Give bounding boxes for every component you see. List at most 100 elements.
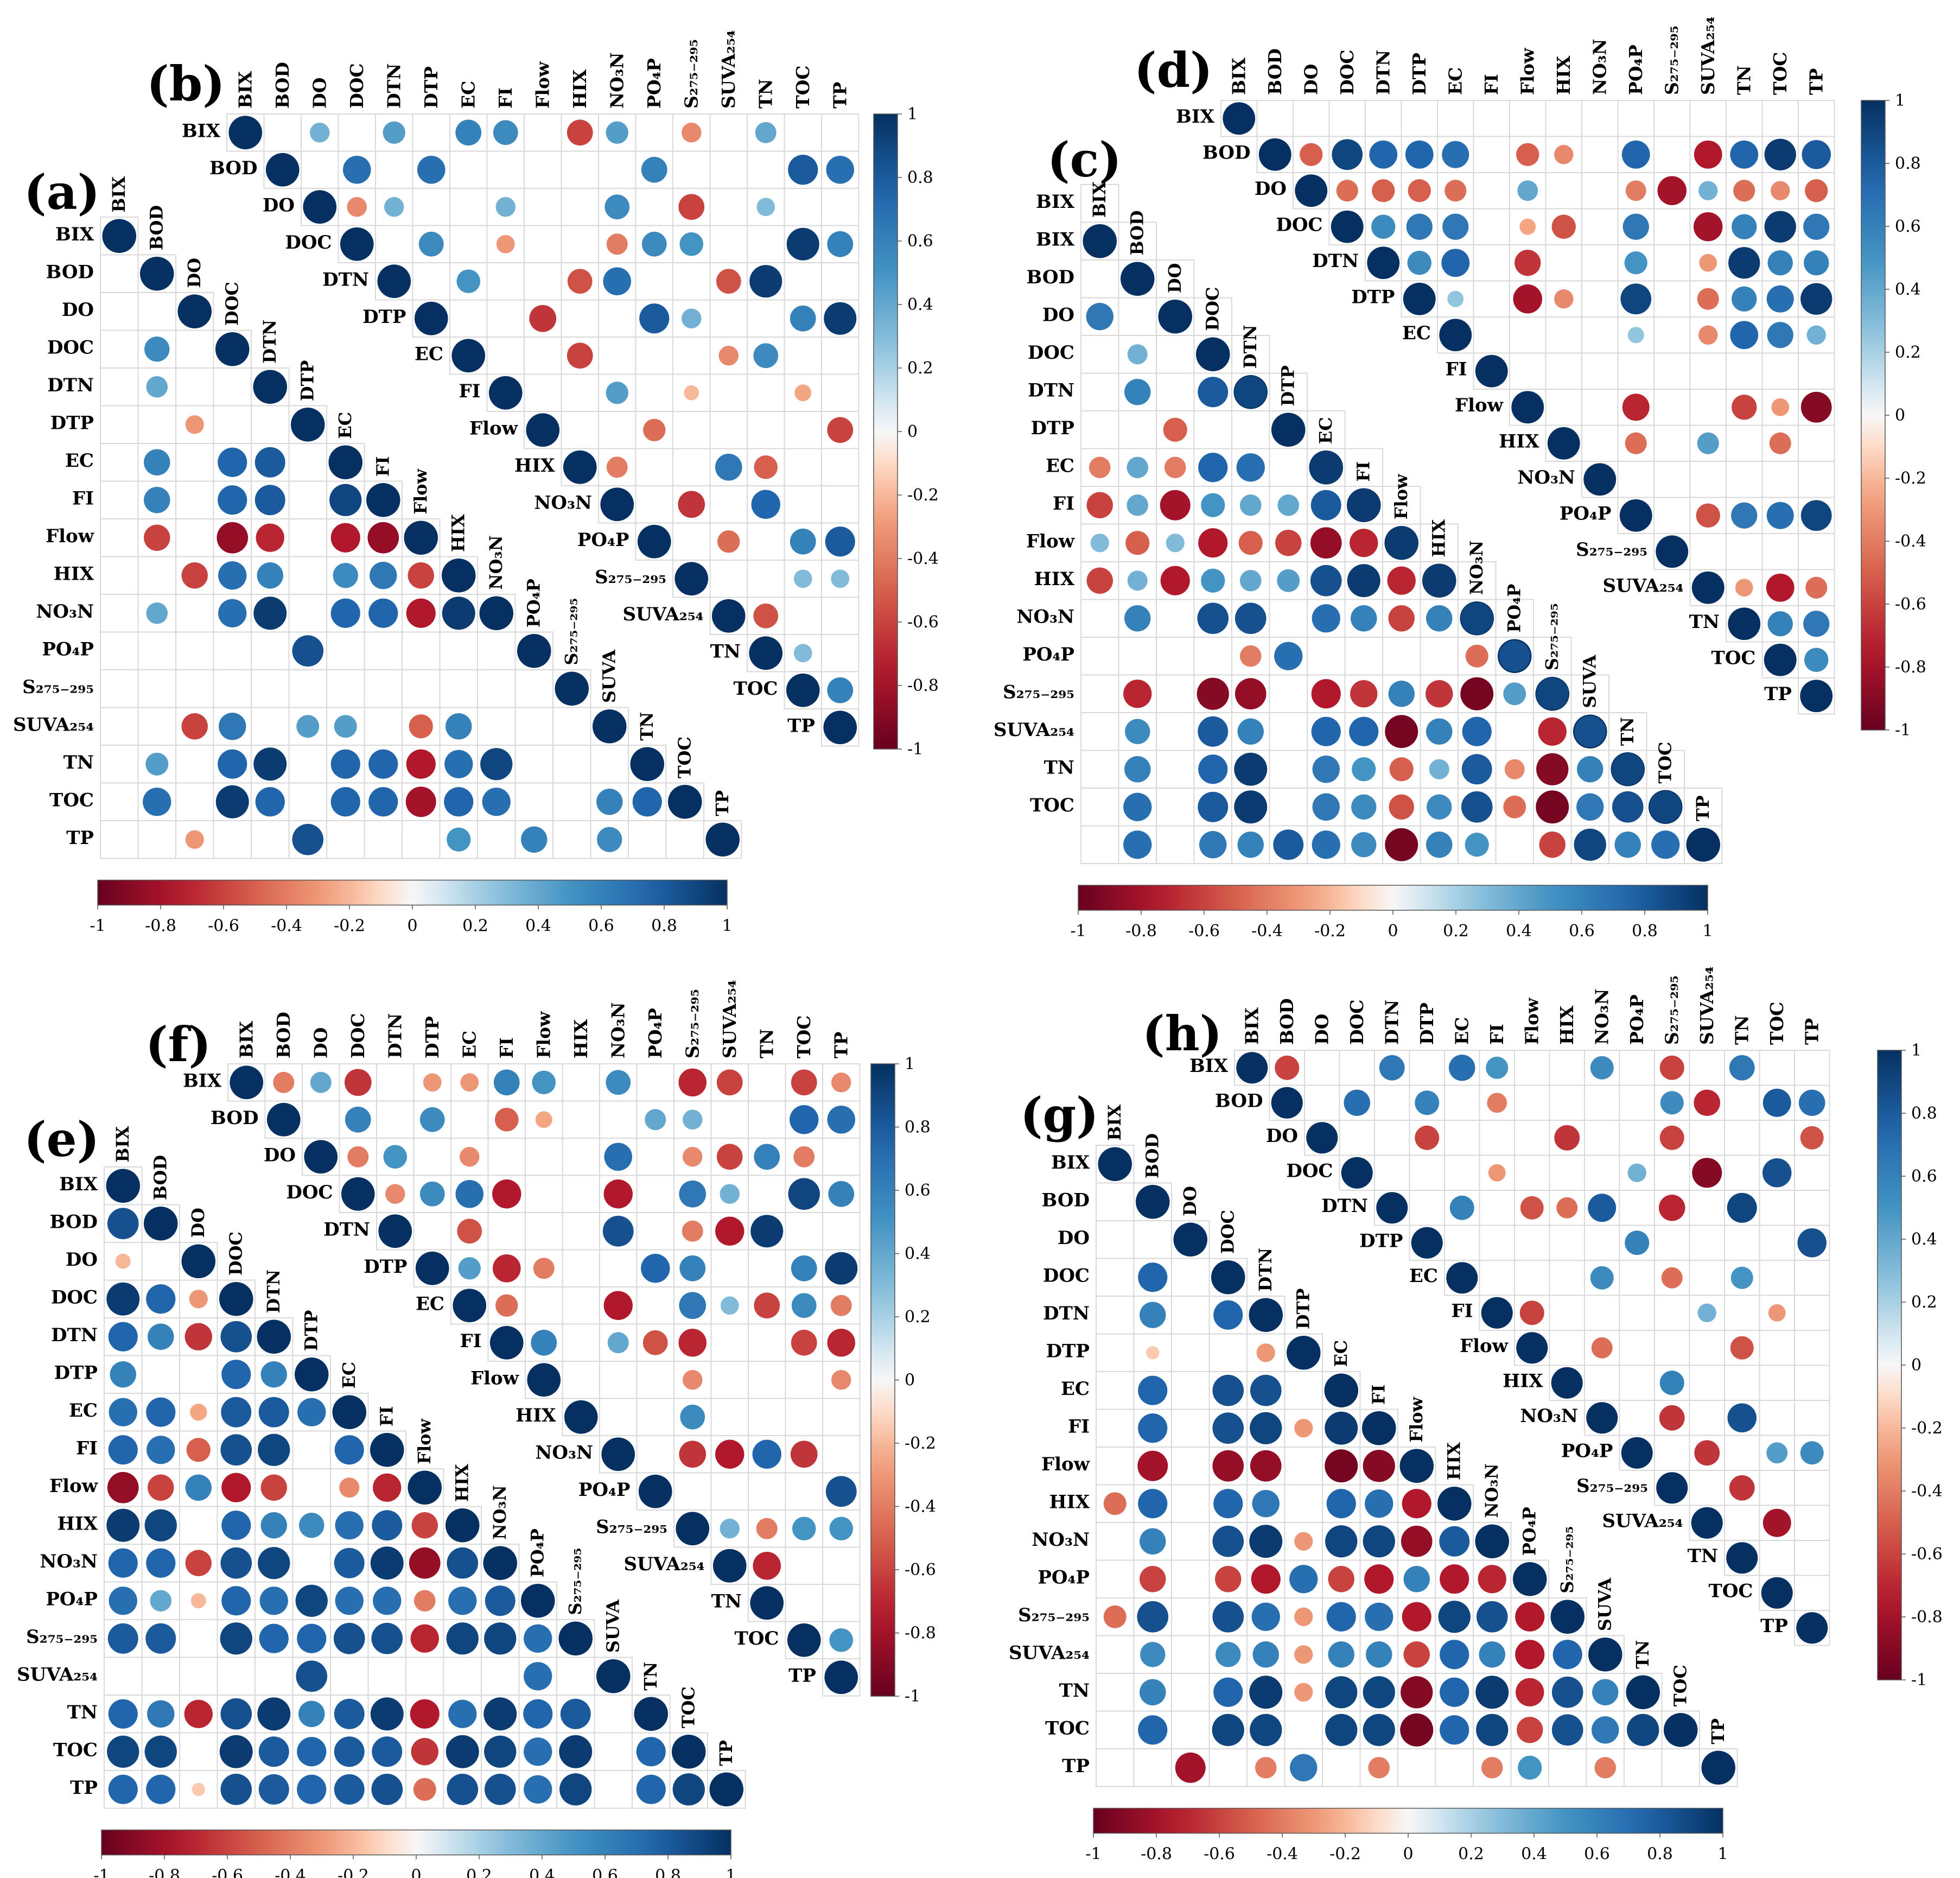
corr-mark: [330, 523, 360, 553]
corr-mark: [1513, 284, 1543, 314]
grid-cell: [1619, 1050, 1655, 1086]
grid-cell: [1581, 100, 1619, 137]
corr-mark: [145, 752, 169, 776]
diag-mark: [1135, 1184, 1170, 1219]
corr-mark: [220, 1321, 252, 1353]
corr-mark: [107, 1471, 139, 1503]
colorbar-tick-label: -0.6: [1188, 922, 1220, 941]
corr-mark: [1694, 140, 1722, 169]
row-label: TN: [1044, 757, 1074, 779]
corr-mark: [1659, 1371, 1684, 1395]
row-label: TOC: [1030, 795, 1074, 816]
corr-mark: [217, 522, 249, 554]
corr-mark: [1658, 1194, 1685, 1221]
grid-cell: [100, 254, 139, 293]
column-label: S₂₇₅₋₂₉₅: [1661, 26, 1682, 95]
grid-cell: [367, 1657, 406, 1696]
grid-cell: [251, 707, 290, 746]
corr-mark: [1124, 379, 1151, 405]
diag-label: TP: [1708, 1718, 1728, 1744]
corr-mark: [1234, 602, 1267, 635]
row-label: TN: [1689, 611, 1720, 633]
grid-cell: [1661, 1748, 1700, 1787]
diag-mark: [1481, 1297, 1513, 1329]
row-label: HIX: [1503, 1370, 1543, 1392]
grid-cell: [598, 150, 637, 189]
panel-label: (a): [24, 164, 100, 220]
diag-mark: [340, 227, 374, 261]
grid-cell: [1581, 244, 1619, 282]
column-label: TOC: [793, 1015, 814, 1058]
colorbar-tick-label: 0.6: [1911, 1167, 1937, 1186]
corr-mark: [715, 1216, 744, 1246]
row-label: S₂₇₅₋₂₉₅: [1003, 682, 1074, 703]
colorbar-tick-label: -0.4: [907, 549, 939, 568]
colorbar-tick-label: 0.8: [907, 168, 933, 187]
corr-mark: [1402, 1602, 1431, 1632]
corr-mark: [255, 787, 285, 817]
corr-mark: [1239, 569, 1262, 592]
corr-mark: [642, 1330, 668, 1355]
grid-cell: [1584, 1120, 1620, 1156]
corr-mark: [1312, 756, 1340, 783]
grid-cell: [561, 225, 599, 263]
diag-mark: [1701, 1750, 1736, 1785]
corr-mark: [1239, 645, 1262, 667]
diag-mark: [139, 256, 174, 291]
grid-cell: [1619, 1190, 1655, 1226]
corr-mark: [1325, 1676, 1358, 1709]
corr-mark: [632, 787, 662, 817]
diag-mark: [304, 1140, 338, 1174]
corr-mark: [1363, 1676, 1395, 1709]
row-label: TOC: [49, 790, 94, 811]
corr-mark: [483, 1697, 517, 1731]
row-label: TP: [788, 1665, 816, 1686]
colorbar-tick-label: 0.6: [1584, 1845, 1610, 1864]
corr-mark: [409, 714, 433, 739]
grid-cell: [598, 411, 637, 449]
column-label: PO₄P: [644, 58, 665, 109]
grid-cell: [703, 820, 742, 859]
row-label: SUVA₂₅₄: [623, 604, 704, 625]
colorbar-tick-label: 0.6: [905, 1181, 931, 1200]
diag-mark: [1286, 1335, 1321, 1370]
corr-mark: [636, 1737, 666, 1767]
corr-mark: [790, 528, 816, 555]
grid-cell: [709, 485, 748, 524]
grid-cell: [822, 1546, 861, 1585]
grid-cell: [524, 113, 562, 152]
colorbar-tick-label: 0.8: [1647, 1845, 1673, 1864]
corr-mark: [755, 122, 777, 143]
corr-mark: [1651, 830, 1680, 859]
grid-cell: [1096, 1673, 1135, 1712]
grid-cell: [288, 518, 327, 557]
grid-cell: [1514, 1120, 1550, 1156]
diag-mark: [266, 1102, 301, 1137]
row-label: DOC: [1028, 342, 1074, 364]
corr-mark: [418, 231, 444, 257]
corr-mark: [1804, 648, 1829, 672]
corr-mark: [334, 1698, 365, 1729]
corr-mark: [411, 1738, 438, 1766]
diag-label: NO₃N: [489, 1485, 510, 1539]
row-label: EC: [416, 1293, 444, 1315]
corr-mark: [258, 1547, 290, 1579]
corr-mark: [1766, 502, 1794, 529]
column-label: PO₄P: [645, 1008, 666, 1058]
grid-cell: [1653, 244, 1691, 282]
diag-label: PO₄P: [527, 1528, 548, 1577]
diag-label: FI: [1353, 461, 1373, 482]
corr-mark: [1255, 1756, 1277, 1779]
corr-mark: [146, 1284, 176, 1314]
corr-mark: [1762, 1088, 1791, 1117]
column-label: TP: [829, 82, 850, 109]
corr-mark: [1325, 1525, 1358, 1558]
corr-mark: [298, 1701, 325, 1727]
corr-mark: [1519, 218, 1536, 235]
row-label: DTN: [1321, 1195, 1368, 1217]
grid-cell: [1156, 674, 1195, 713]
grid-cell: [288, 443, 327, 482]
grid-cell: [748, 1472, 786, 1511]
grid-cell: [1794, 1050, 1830, 1086]
diag-label: TP: [716, 1740, 736, 1766]
